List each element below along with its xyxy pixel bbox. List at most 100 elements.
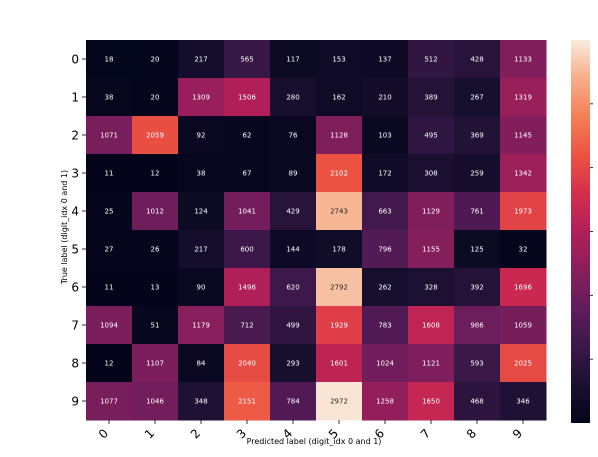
cell-value-label: 2025 [514,360,532,368]
heatmap-cell [178,344,225,383]
cell-value-label: 18 [105,56,114,64]
heatmap-cell [86,40,133,79]
cell-value-label: 1128 [330,132,348,140]
cell-value-label: 137 [378,56,391,64]
heatmap-cell [362,40,409,79]
cell-value-label: 293 [286,360,299,368]
cell-value-label: 2792 [330,284,348,292]
cell-value-label: 13 [151,284,160,292]
heatmap-cell [408,40,455,79]
heatmap-cell [270,306,317,345]
heatmap-cell [500,382,547,421]
heatmap-cell [408,192,455,231]
cell-value-label: 1342 [514,170,532,178]
heatmap-cell [178,268,225,307]
heatmap-cell [454,154,501,193]
cell-value-label: 2040 [238,360,256,368]
cell-value-label: 1133 [514,56,532,64]
heatmap-cell [86,116,133,155]
heatmap-cell [454,192,501,231]
x-tick-label: 9 [510,426,525,441]
cell-value-label: 468 [470,398,483,406]
x-tick-label: 2 [188,426,203,441]
heatmap-cell [500,116,547,155]
heatmap-cell [362,344,409,383]
cell-value-label: 103 [378,132,391,140]
cell-value-label: 1696 [514,284,532,292]
cell-value-label: 20 [151,94,160,102]
cell-value-label: 389 [424,94,437,102]
cell-value-label: 1608 [422,322,440,330]
heatmap-cell [132,268,179,307]
cell-value-label: 11 [105,170,114,178]
heatmap-cell [224,344,271,383]
cell-value-label: 92 [197,132,206,140]
heatmap-cell [224,40,271,79]
cell-value-label: 90 [197,284,206,292]
y-tick-label: 6 [71,281,79,295]
heatmap-cell [316,344,363,383]
cell-value-label: 986 [470,322,484,330]
cell-value-label: 1012 [146,208,164,216]
heatmap-cell [132,116,179,155]
heatmap-cell [362,116,409,155]
heatmap-cell [224,78,271,117]
heatmap-cells [86,40,547,421]
heatmap-cell [316,116,363,155]
cell-value-label: 2059 [146,132,164,140]
heatmap-cell [86,230,133,269]
cell-value-label: 76 [289,132,298,140]
heatmap-cell [224,306,271,345]
heatmap-cell [132,306,179,345]
heatmap-cell [270,268,317,307]
cell-value-label: 32 [519,246,528,254]
heatmap-cell [500,40,547,79]
cell-value-label: 512 [424,56,437,64]
cell-value-label: 210 [378,94,391,102]
cell-value-label: 262 [378,284,391,292]
cell-value-label: 89 [289,170,298,178]
heatmap-cell [132,40,179,79]
cell-value-label: 217 [194,246,207,254]
cell-value-label: 600 [240,246,253,254]
cell-value-label: 328 [424,284,437,292]
cell-value-label: 172 [378,170,391,178]
heatmap-cell [454,78,501,117]
heatmap-cell [316,40,363,79]
y-tick-label: 3 [71,167,79,181]
heatmap-cell [178,116,225,155]
cell-value-label: 1094 [100,322,118,330]
heatmap-cell [362,78,409,117]
heatmap-cell [178,382,225,421]
heatmap-cell [454,382,501,421]
heatmap-cell [454,344,501,383]
cell-value-label: 1309 [192,94,210,102]
heatmap-cell [316,382,363,421]
heatmap-cell [408,268,455,307]
cell-value-label: 429 [286,208,299,216]
cell-value-label: 1601 [330,360,348,368]
cell-value-label: 2743 [330,208,348,216]
heatmap-cell [500,268,547,307]
heatmap-cell [454,306,501,345]
cell-value-label: 1929 [330,322,348,330]
heatmap-cell [224,230,271,269]
cell-value-label: 565 [240,56,253,64]
heatmap-cell [500,78,547,117]
x-tick-label: 0 [96,426,111,441]
cell-value-label: 25 [105,208,114,216]
heatmap-cell [270,382,317,421]
heatmap-cell [86,344,133,383]
cell-value-label: 1145 [514,132,532,140]
heatmap-cell [316,306,363,345]
heatmap-cell [86,78,133,117]
heatmap-cell [408,78,455,117]
heatmap-cell [316,78,363,117]
heatmap-cell [178,306,225,345]
heatmap-cell [132,344,179,383]
heatmap-cell [270,154,317,193]
cell-value-label: 38 [197,170,206,178]
cell-value-label: 1129 [422,208,440,216]
heatmap-cell [132,192,179,231]
cell-value-label: 663 [378,208,391,216]
